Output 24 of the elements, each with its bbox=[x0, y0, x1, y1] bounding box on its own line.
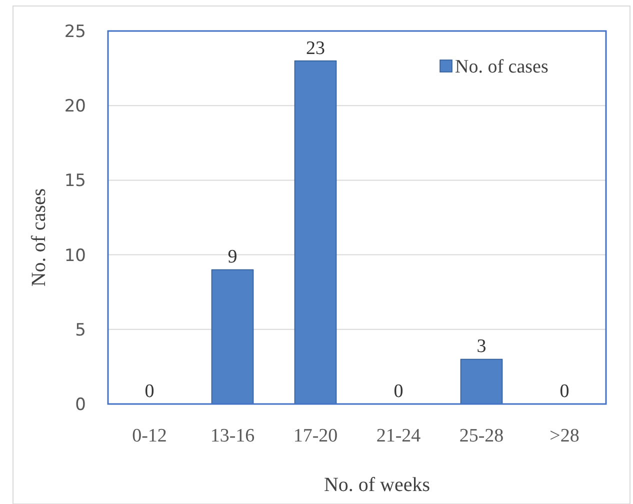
data-label: 0 bbox=[394, 381, 404, 402]
data-label: 0 bbox=[144, 381, 154, 402]
bar bbox=[460, 358, 503, 404]
bar bbox=[294, 60, 337, 404]
x-tick-label: 21-24 bbox=[376, 426, 422, 447]
y-tick-label: 15 bbox=[64, 171, 86, 192]
data-label: 9 bbox=[228, 246, 238, 268]
x-axis-title: No. of weeks bbox=[324, 474, 430, 496]
x-tick-label: 13-16 bbox=[210, 426, 255, 447]
y-tick-label: 5 bbox=[75, 320, 86, 340]
y-tick-label: 20 bbox=[64, 96, 86, 117]
data-label: 0 bbox=[560, 381, 570, 402]
bar bbox=[211, 269, 254, 404]
y-axis-title: No. of cases bbox=[28, 188, 50, 287]
x-tick-label: 25-28 bbox=[459, 426, 504, 447]
x-tick-label: 0-12 bbox=[132, 426, 167, 447]
y-tick-label: 0 bbox=[75, 394, 86, 415]
legend-label: No. of cases bbox=[455, 56, 548, 78]
y-tick-label: 25 bbox=[64, 22, 86, 42]
data-label: 3 bbox=[476, 336, 486, 358]
y-tick-label: 10 bbox=[64, 246, 86, 266]
data-label: 23 bbox=[306, 38, 325, 59]
x-tick-label: 17-20 bbox=[293, 426, 338, 447]
x-tick-label: >28 bbox=[550, 426, 580, 447]
